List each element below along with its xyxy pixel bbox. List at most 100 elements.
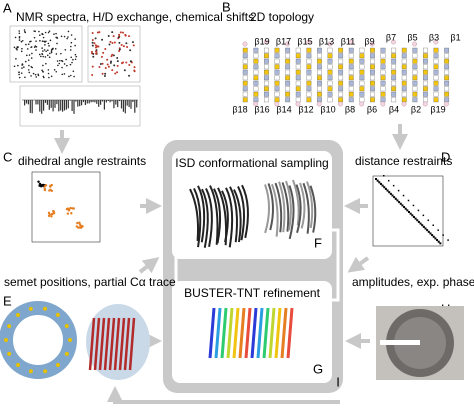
strand-label: β2 <box>411 104 421 114</box>
hd-bar <box>37 100 39 105</box>
residue <box>295 97 301 103</box>
peak <box>72 58 74 61</box>
residue <box>380 97 386 103</box>
residue <box>327 97 333 103</box>
peak <box>18 30 21 32</box>
residue <box>423 53 428 59</box>
peak <box>118 41 121 44</box>
peak <box>16 48 18 51</box>
peak <box>95 52 98 55</box>
semet-site <box>43 306 48 311</box>
residue <box>348 75 354 81</box>
barrel-strand <box>280 307 288 359</box>
peak <box>116 56 119 59</box>
loop-residue <box>295 101 301 107</box>
residue <box>401 80 407 86</box>
peak <box>66 37 68 40</box>
ensemble <box>197 185 206 243</box>
peak <box>111 69 114 72</box>
panel-title: 2D topology <box>250 10 314 24</box>
peak <box>56 60 59 62</box>
peak <box>30 46 33 48</box>
ensemble <box>264 184 271 234</box>
contact <box>409 212 412 215</box>
peak <box>24 76 26 79</box>
residue <box>370 97 375 103</box>
peak <box>25 43 27 46</box>
residue <box>359 53 365 59</box>
residue <box>401 91 407 97</box>
residue <box>317 97 322 103</box>
peak <box>69 74 72 77</box>
contact <box>408 211 410 213</box>
residue <box>253 69 259 75</box>
panel-title: NMR spectra, H/D exchange, chemical shif… <box>16 10 254 24</box>
semet-map <box>0 301 77 379</box>
peak <box>34 73 37 76</box>
residue <box>348 47 354 53</box>
panel-letter: A <box>3 0 12 15</box>
strand-label: β10 <box>320 104 335 114</box>
residue <box>338 53 344 59</box>
peak <box>91 50 94 53</box>
hd-bar <box>31 100 33 114</box>
peak <box>74 53 77 56</box>
semet-site <box>4 338 9 343</box>
residue <box>327 91 333 97</box>
hd-bar <box>62 100 64 112</box>
loop-residue <box>306 39 311 45</box>
peak <box>55 32 57 35</box>
residue <box>444 97 450 103</box>
residue <box>327 64 333 70</box>
peak <box>44 31 47 34</box>
panel-letter: F <box>314 235 322 250</box>
loop-residue <box>412 41 417 47</box>
peak <box>70 56 73 59</box>
residue <box>306 47 312 53</box>
peak <box>95 49 98 52</box>
residue <box>285 58 291 64</box>
residue <box>412 86 418 92</box>
panel-title: amplitudes, exp. phases <box>352 275 474 289</box>
contact <box>383 175 385 177</box>
residue <box>433 86 439 92</box>
hd-bar <box>65 100 67 110</box>
strand-label: β5 <box>407 32 417 42</box>
residue <box>370 53 375 59</box>
loop-residue <box>380 101 386 107</box>
residue <box>444 75 450 81</box>
peak <box>98 66 101 69</box>
residue <box>338 80 344 86</box>
peak <box>61 59 63 62</box>
residue <box>306 53 312 59</box>
residue <box>370 47 375 53</box>
peak <box>48 56 51 59</box>
angle-point <box>81 224 84 228</box>
residue <box>359 97 365 103</box>
peak <box>40 55 42 58</box>
peak <box>45 50 47 53</box>
loop-residue <box>263 39 269 45</box>
residue <box>306 64 312 70</box>
peak <box>63 35 66 38</box>
residue <box>433 75 439 81</box>
residue <box>359 91 365 97</box>
strand-label: β13 <box>319 36 334 46</box>
ensemble <box>201 188 209 248</box>
peak <box>18 71 20 74</box>
peak <box>41 70 44 73</box>
residue <box>412 64 418 70</box>
peak <box>74 58 77 61</box>
peak <box>15 58 17 60</box>
hd-bar <box>103 100 105 110</box>
peak <box>52 47 54 50</box>
hd-bar <box>73 100 75 114</box>
semet-site <box>68 338 72 342</box>
residue <box>242 64 248 70</box>
arrows <box>54 124 408 404</box>
peak <box>21 67 23 69</box>
contact <box>426 229 429 232</box>
peak <box>132 44 135 47</box>
barrel-strand <box>208 307 216 359</box>
